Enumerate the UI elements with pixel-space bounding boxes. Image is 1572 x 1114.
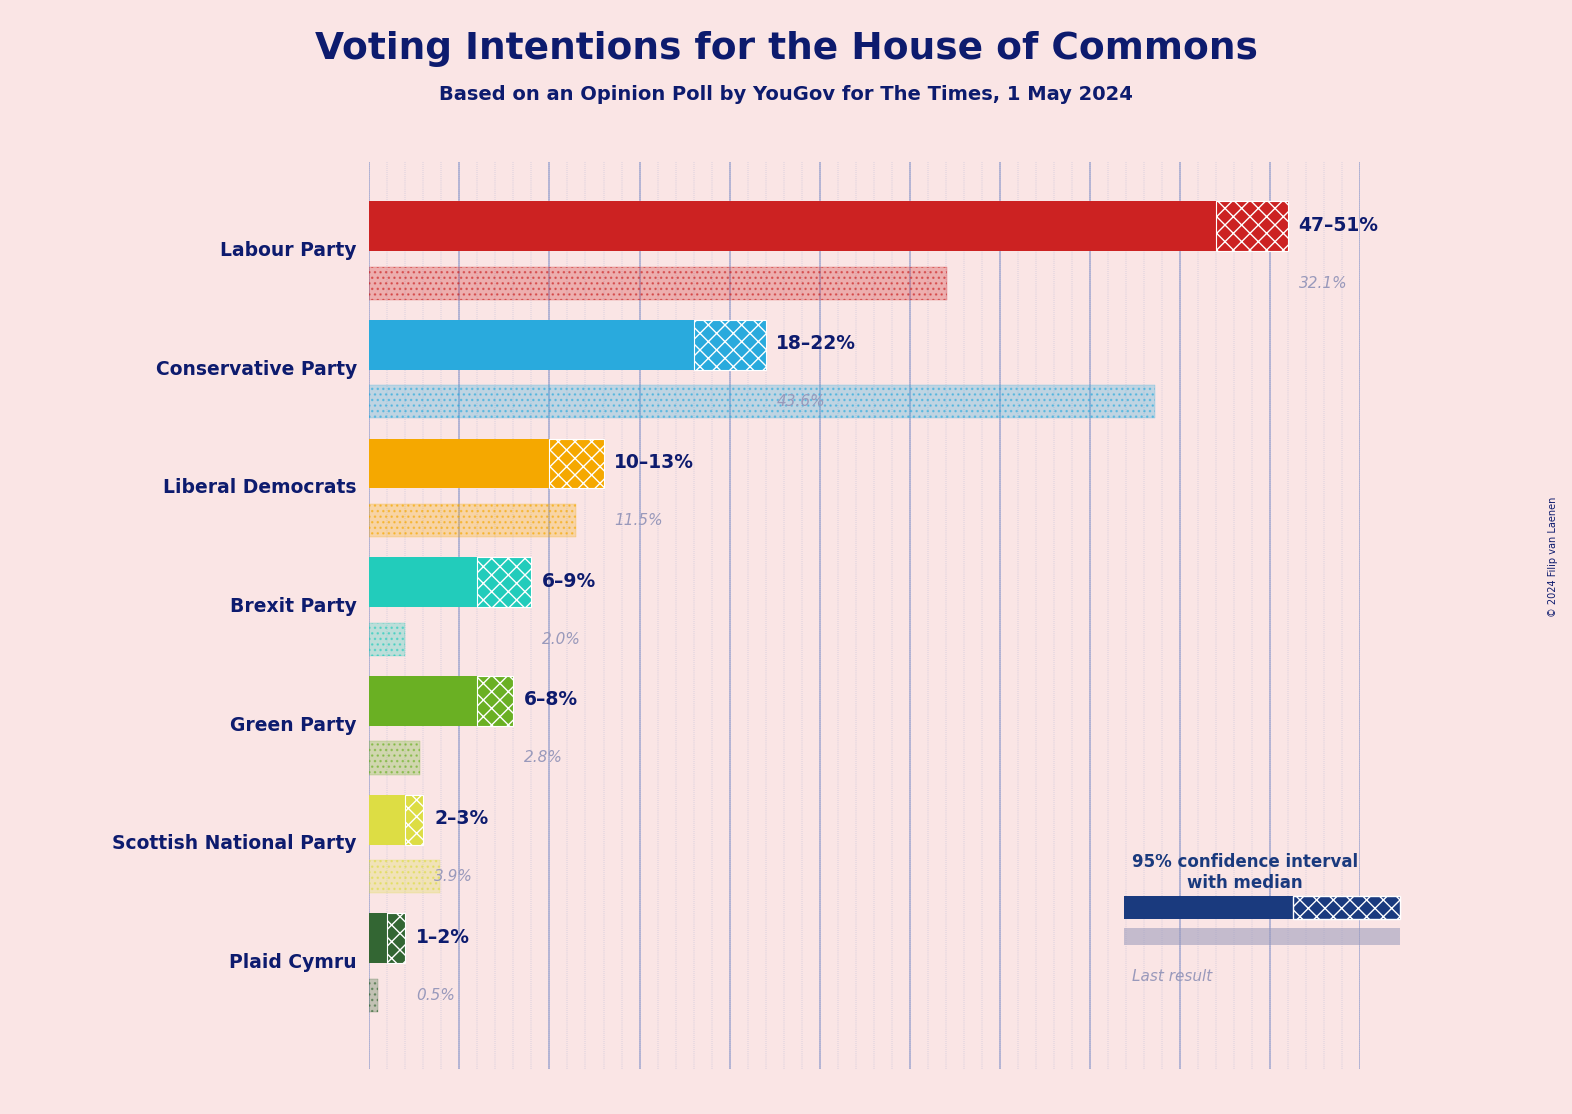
Bar — [406, 794, 423, 844]
Bar — [369, 860, 440, 893]
Text: 0.5%: 0.5% — [417, 988, 456, 1003]
Text: 2.8%: 2.8% — [525, 751, 563, 765]
Text: Based on an Opinion Poll by YouGov for The Times, 1 May 2024: Based on an Opinion Poll by YouGov for T… — [439, 85, 1133, 104]
Bar — [478, 676, 514, 726]
Text: 3.9%: 3.9% — [434, 869, 473, 885]
Bar — [369, 504, 577, 537]
Bar — [369, 741, 420, 774]
Text: 2–3%: 2–3% — [434, 809, 489, 828]
Bar — [369, 979, 379, 1012]
Text: 2.0%: 2.0% — [542, 632, 582, 647]
Bar — [1124, 928, 1401, 945]
Text: Green Party: Green Party — [231, 716, 357, 735]
Text: Labour Party: Labour Party — [220, 241, 357, 260]
Text: Last result: Last result — [1132, 969, 1212, 985]
Bar — [693, 320, 766, 370]
Text: 43.6%: 43.6% — [777, 394, 825, 409]
Text: 18–22%: 18–22% — [777, 334, 857, 353]
Text: Scottish National Party: Scottish National Party — [112, 834, 357, 853]
Bar — [1215, 202, 1287, 251]
Bar — [369, 860, 440, 893]
Bar — [369, 913, 387, 964]
Bar — [369, 202, 1215, 251]
Text: © 2024 Filip van Laenen: © 2024 Filip van Laenen — [1548, 497, 1558, 617]
Bar — [369, 385, 1154, 419]
Text: 95% confidence interval
with median: 95% confidence interval with median — [1132, 853, 1358, 891]
Bar — [369, 504, 577, 537]
Text: Brexit Party: Brexit Party — [230, 597, 357, 616]
Bar — [369, 439, 550, 489]
Text: 11.5%: 11.5% — [615, 514, 663, 528]
Text: 32.1%: 32.1% — [1298, 275, 1347, 291]
Bar — [369, 741, 420, 774]
Bar — [369, 979, 379, 1012]
Bar — [369, 623, 406, 656]
Bar — [478, 557, 531, 607]
Bar — [369, 557, 478, 607]
Bar — [369, 623, 406, 656]
Bar — [369, 266, 948, 300]
Text: 6–9%: 6–9% — [542, 571, 596, 590]
Text: 10–13%: 10–13% — [615, 453, 695, 472]
Bar — [369, 266, 948, 300]
Bar — [369, 676, 478, 726]
Bar — [369, 385, 1154, 419]
Text: 47–51%: 47–51% — [1298, 215, 1379, 235]
Text: Conservative Party: Conservative Party — [156, 360, 357, 379]
Bar — [1292, 896, 1401, 919]
Bar — [1124, 896, 1292, 919]
Text: Liberal Democrats: Liberal Democrats — [163, 478, 357, 498]
Text: Plaid Cymru: Plaid Cymru — [230, 954, 357, 973]
Text: 1–2%: 1–2% — [417, 928, 470, 947]
Bar — [387, 913, 406, 964]
Bar — [550, 439, 604, 489]
Text: 6–8%: 6–8% — [525, 691, 578, 710]
Bar — [369, 320, 693, 370]
Bar — [369, 794, 406, 844]
Text: Voting Intentions for the House of Commons: Voting Intentions for the House of Commo… — [314, 31, 1258, 67]
